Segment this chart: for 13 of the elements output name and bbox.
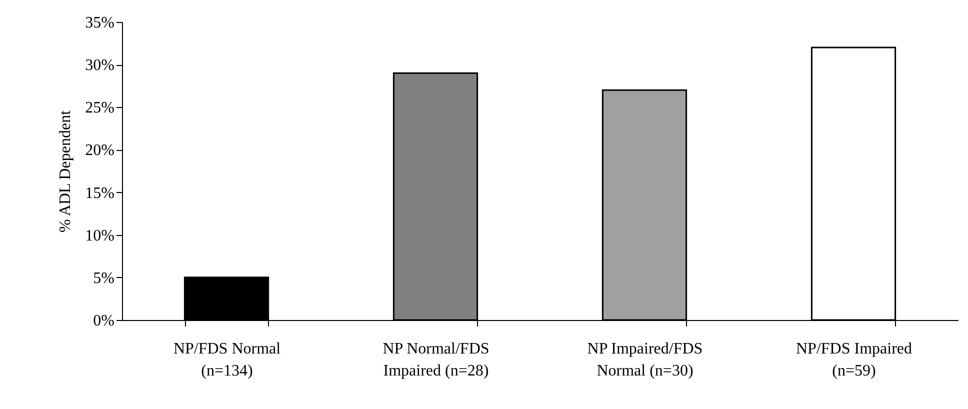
x-tick-label: NP Impaired/FDS Normal (n=30) (587, 340, 703, 380)
y-tick-label: 0% (93, 312, 114, 330)
y-tick-label: 15% (85, 184, 114, 202)
y-tick-label: 35% (85, 14, 114, 32)
y-tick-label: 10% (85, 227, 114, 244)
x-tick-label: NP/FDS Impaired (n=59) (796, 340, 912, 380)
x-tick-label: NP Normal/FDS Impaired (n=28) (382, 340, 490, 380)
x-tick-label: NP/FDS Normal (n=134) (173, 340, 282, 380)
y-tick-label: 20% (85, 142, 114, 160)
y-tick-label: 25% (85, 100, 114, 117)
y-axis-title: % ADL Dependent (57, 110, 74, 233)
y-tick-label: 30% (85, 57, 114, 74)
y-tick-label: 5% (93, 270, 114, 287)
